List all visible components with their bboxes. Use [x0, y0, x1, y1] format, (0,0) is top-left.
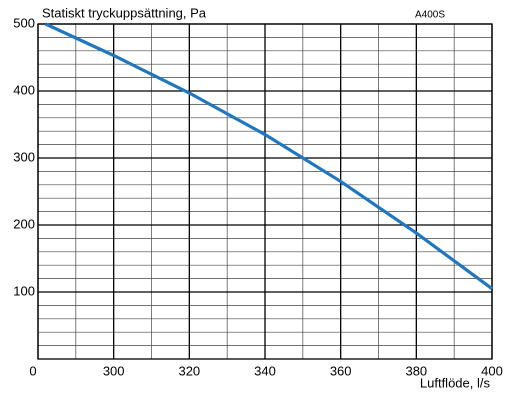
x-tick-label: 0	[29, 363, 36, 378]
y-tick-label: 200	[13, 216, 35, 231]
y-tick-label: 400	[13, 82, 35, 97]
model-label: A400S	[415, 10, 445, 21]
x-tick-label: 360	[330, 363, 352, 378]
chart-title: Statiskt tryckuppsättning, Pa	[42, 5, 207, 20]
y-tick-label: 100	[13, 283, 35, 298]
x-axis-label: Luftflöde, l/s	[420, 375, 491, 390]
plot-frame	[37, 23, 493, 360]
curve	[44, 22, 493, 290]
x-tick-label: 340	[254, 363, 276, 378]
y-tick-label: 300	[13, 149, 35, 164]
x-tick-label: 380	[405, 363, 427, 378]
y-tick-label: 500	[13, 15, 35, 30]
x-tick-label: 400	[481, 363, 503, 378]
x-tick-label: 300	[103, 363, 125, 378]
x-tick-label: 320	[178, 363, 200, 378]
